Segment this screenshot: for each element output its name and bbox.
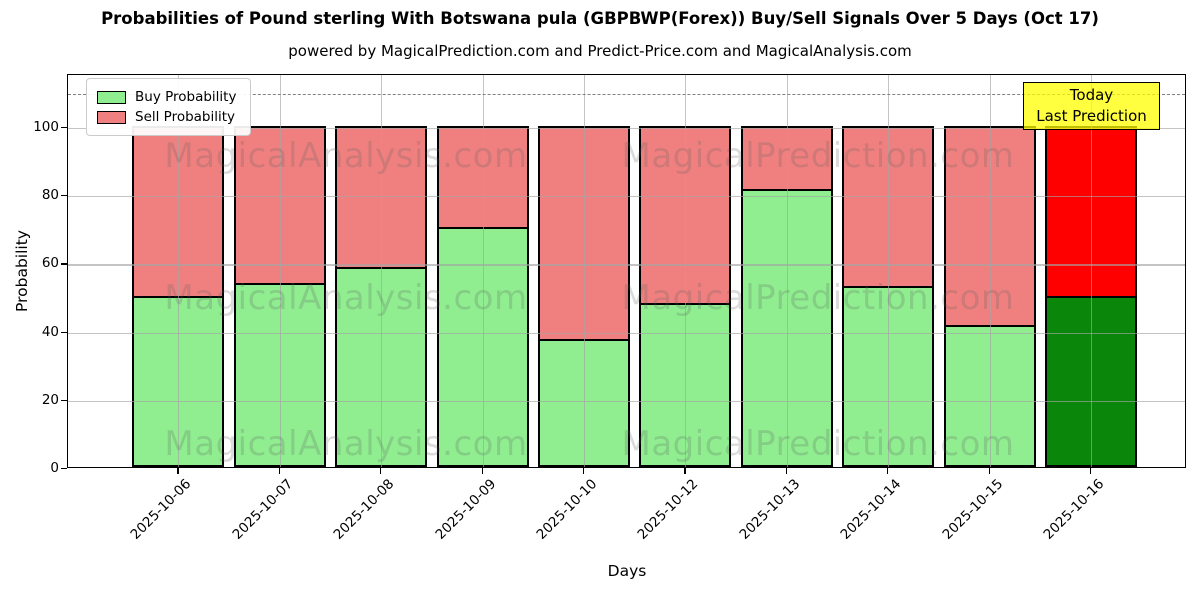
gridline-vertical — [1090, 75, 1093, 467]
y-tick-mark — [61, 126, 67, 129]
legend-label-buy: Buy Probability — [135, 89, 237, 105]
annotation-line-2: Last Prediction — [1036, 107, 1147, 125]
today-annotation: Today Last Prediction — [1023, 82, 1160, 130]
y-tick-label: 0 — [50, 460, 59, 476]
gridline-vertical — [888, 75, 890, 467]
watermark-text: MagicalPrediction.com — [621, 278, 1015, 318]
gridline-horizontal — [68, 264, 1185, 266]
buy-swatch-icon — [97, 90, 126, 104]
gridline-horizontal — [68, 127, 1185, 130]
x-tick-mark — [278, 468, 280, 474]
annotation-line-1: Today — [1069, 86, 1114, 104]
x-tick-mark — [1089, 468, 1092, 474]
legend-label-sell: Sell Probability — [135, 109, 236, 125]
gridline-vertical — [381, 75, 383, 467]
gridline-vertical — [989, 75, 991, 467]
x-tick-mark — [988, 468, 990, 474]
legend: Buy Probability Sell Probability — [86, 78, 252, 136]
watermark-text: MagicalPrediction.com — [621, 424, 1015, 464]
chart-title: Probabilities of Pound sterling With Bot… — [101, 9, 1099, 28]
x-tick-mark — [684, 468, 686, 474]
watermark-text: MagicalAnalysis.com — [164, 136, 528, 176]
gridline-horizontal — [68, 196, 1185, 198]
y-tick-mark — [61, 195, 67, 197]
legend-item-sell: Sell Probability — [97, 109, 236, 125]
x-tick-label: 2025-10-12 — [634, 476, 702, 543]
y-tick-mark — [61, 331, 67, 333]
x-tick-label: 2025-10-16 — [1040, 476, 1108, 543]
x-axis-label: Days — [607, 562, 647, 580]
gridline-vertical — [583, 75, 586, 467]
gridline-horizontal — [68, 400, 1185, 402]
x-tick-mark — [481, 468, 483, 474]
legend-item-buy: Buy Probability — [97, 89, 236, 105]
y-tick-label: 100 — [33, 118, 59, 135]
gridline-vertical — [786, 75, 788, 467]
watermark-text: MagicalPrediction.com — [621, 136, 1015, 176]
y-tick-label: 80 — [41, 187, 59, 204]
watermark-text: MagicalAnalysis.com — [164, 424, 528, 464]
x-tick-label: 2025-10-09 — [432, 476, 499, 543]
sell-swatch-icon — [97, 110, 126, 124]
x-tick-mark — [177, 468, 179, 474]
gridline-vertical — [685, 75, 687, 467]
x-tick-mark — [785, 468, 787, 474]
x-tick-mark — [887, 468, 889, 474]
y-tick-label: 20 — [41, 391, 59, 408]
y-tick-label: 40 — [41, 323, 59, 340]
x-tick-label: 2025-10-06 — [127, 476, 195, 543]
gridline-horizontal — [68, 332, 1185, 334]
x-tick-label: 2025-10-14 — [837, 476, 905, 543]
chart-subtitle: powered by MagicalPrediction.com and Pre… — [288, 42, 912, 60]
plot-area: Buy Probability Sell Probability Today L… — [67, 74, 1186, 468]
dashed-threshold-line — [68, 93, 1185, 95]
x-tick-label: 2025-10-10 — [533, 476, 601, 543]
x-tick-label: 2025-10-13 — [736, 476, 804, 543]
x-tick-label: 2025-10-07 — [229, 476, 297, 543]
gridline-vertical — [482, 75, 484, 467]
x-tick-mark — [582, 468, 585, 474]
y-tick-mark — [61, 263, 67, 265]
x-tick-label: 2025-10-15 — [939, 476, 1006, 543]
y-tick-label: 60 — [41, 255, 59, 272]
x-tick-mark — [380, 468, 382, 474]
y-tick-mark — [61, 468, 67, 470]
gridline-vertical — [279, 75, 281, 467]
y-tick-mark — [61, 399, 67, 402]
x-tick-label: 2025-10-08 — [330, 476, 398, 543]
watermark-text: MagicalAnalysis.com — [164, 278, 528, 318]
gridline-vertical — [178, 75, 180, 467]
